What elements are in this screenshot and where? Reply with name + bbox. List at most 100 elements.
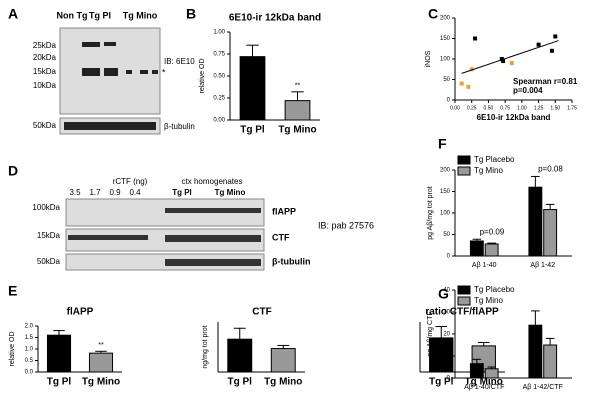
y-tick-label: 100 <box>440 211 451 217</box>
x-tick-label: Tg Mino <box>278 125 316 136</box>
bands <box>68 208 261 266</box>
x-tick-label: 1.25 <box>534 105 544 111</box>
point <box>469 67 474 72</box>
y-tick-label: 30 <box>443 310 450 316</box>
chart-title: ratio CTF/flAPP <box>425 307 499 318</box>
column-label: Tg Pl <box>89 10 111 20</box>
x-tick-label: Tg Mino <box>465 377 503 388</box>
y-tick-label: 100 <box>440 57 451 63</box>
y-tick-label: 0 <box>447 98 451 104</box>
column-label: Tg Mino <box>123 10 158 20</box>
chart-title: CTF <box>252 307 271 318</box>
y-axis-label: iNOS <box>425 50 432 67</box>
point <box>473 36 478 41</box>
antibody: IB: pab 27576 <box>318 220 374 230</box>
panel-letter: C <box>428 6 438 22</box>
marker: 20kDa <box>33 53 57 62</box>
antibody: IB: 6E10 <box>164 57 195 66</box>
marker: 50kDa <box>33 121 57 130</box>
annotation: p=0.08 <box>538 165 563 174</box>
y-tick-label: 150 <box>440 36 451 42</box>
group-label: Tg Pl <box>172 188 192 197</box>
legend-swatch <box>457 155 471 165</box>
y-tick-label: 200 <box>440 168 451 174</box>
point <box>553 34 558 39</box>
legend-swatch <box>457 285 471 295</box>
amount: 1.7 <box>89 188 101 197</box>
bar <box>484 243 499 257</box>
marker: 50kDa <box>37 257 61 266</box>
band-label: β-tubulin <box>272 256 310 266</box>
bar <box>528 186 543 257</box>
bar <box>469 363 484 379</box>
y-tick-label: 2.0 <box>25 324 34 330</box>
bar <box>88 352 114 373</box>
marker: 10kDa <box>33 81 57 90</box>
x-tick-label: Tg Pl <box>47 377 72 388</box>
amount: 0.9 <box>109 188 121 197</box>
y-tick-label: 150 <box>440 189 451 195</box>
y-axis-label: pg Aβ/mg tot prot <box>427 186 434 239</box>
annotation: p=0.09 <box>480 227 505 236</box>
bar <box>528 324 543 379</box>
x-tick-label: Aβ 1-42/CTF <box>523 384 563 391</box>
x-tick-label: Tg Pl <box>228 377 253 388</box>
standard-label: rCTF (ng) <box>113 177 148 186</box>
asterisk: * <box>162 67 166 77</box>
homogenates-label: ctx homogenates <box>182 177 243 186</box>
y-tick-label: 20 <box>443 332 450 338</box>
x-tick-label: 1.50 <box>550 105 560 111</box>
panel-letter: A <box>8 6 18 22</box>
bar <box>46 334 72 373</box>
y-tick-label: 50 <box>443 77 450 83</box>
legend-label: Tg Mino <box>474 166 503 175</box>
bar <box>543 209 558 257</box>
bar <box>284 100 311 121</box>
marker: 15kDa <box>33 67 57 76</box>
marker: 25kDa <box>33 41 57 50</box>
fit-line <box>461 40 559 74</box>
x-tick-label: Tg Mino <box>82 377 120 388</box>
x-tick-label: Tg Pl <box>240 125 265 136</box>
panel-letter: D <box>8 163 18 179</box>
panel-letter: F <box>438 136 447 152</box>
y-tick-label: 0.00 <box>213 118 225 124</box>
bar <box>239 56 266 121</box>
point <box>509 61 514 66</box>
band-label: flAPP <box>272 206 296 216</box>
y-axis-label: relative OD <box>199 58 206 93</box>
x-tick-label: 0.25 <box>467 105 477 111</box>
point <box>459 81 464 86</box>
y-tick-label: 0 <box>447 376 451 382</box>
point <box>499 57 504 61</box>
y-tick-label: 0.5 <box>25 358 34 364</box>
point <box>466 84 471 89</box>
bands <box>64 42 158 130</box>
point <box>536 42 541 47</box>
y-axis-label: relative OD <box>9 331 16 366</box>
x-tick-label: Tg Pl <box>429 377 454 388</box>
y-tick-label: 0.25 <box>213 96 225 102</box>
group-label: Tg Mino <box>215 188 246 197</box>
bar <box>484 368 499 379</box>
column-label: Non Tg <box>57 10 88 20</box>
amount: 0.4 <box>129 188 141 197</box>
y-tick-label: 0.75 <box>213 52 225 58</box>
y-tick-label: 40 <box>443 288 450 294</box>
chart-title: 6E10-ir 12kDa band <box>229 13 321 24</box>
panel-letter: G <box>438 286 449 302</box>
legend-swatch <box>457 166 471 176</box>
x-tick-label: 0.50 <box>484 105 494 111</box>
y-tick-label: 0 <box>447 254 451 260</box>
y-tick-label: 1.00 <box>213 30 225 36</box>
y-tick-label: 200 <box>440 16 451 22</box>
y-tick-label: 50 <box>443 232 450 238</box>
legend-swatch <box>457 296 471 306</box>
legend-label: Tg Placebo <box>474 155 515 164</box>
legend-label: Tg Placebo <box>474 285 515 294</box>
point <box>501 59 506 64</box>
annotation: Spearman r=0.81 <box>513 77 578 86</box>
annotation: p=0.004 <box>513 86 543 95</box>
x-tick-label: 1.75 <box>567 105 577 111</box>
x-tick-label: Aβ 1-40/CTF <box>464 384 504 391</box>
